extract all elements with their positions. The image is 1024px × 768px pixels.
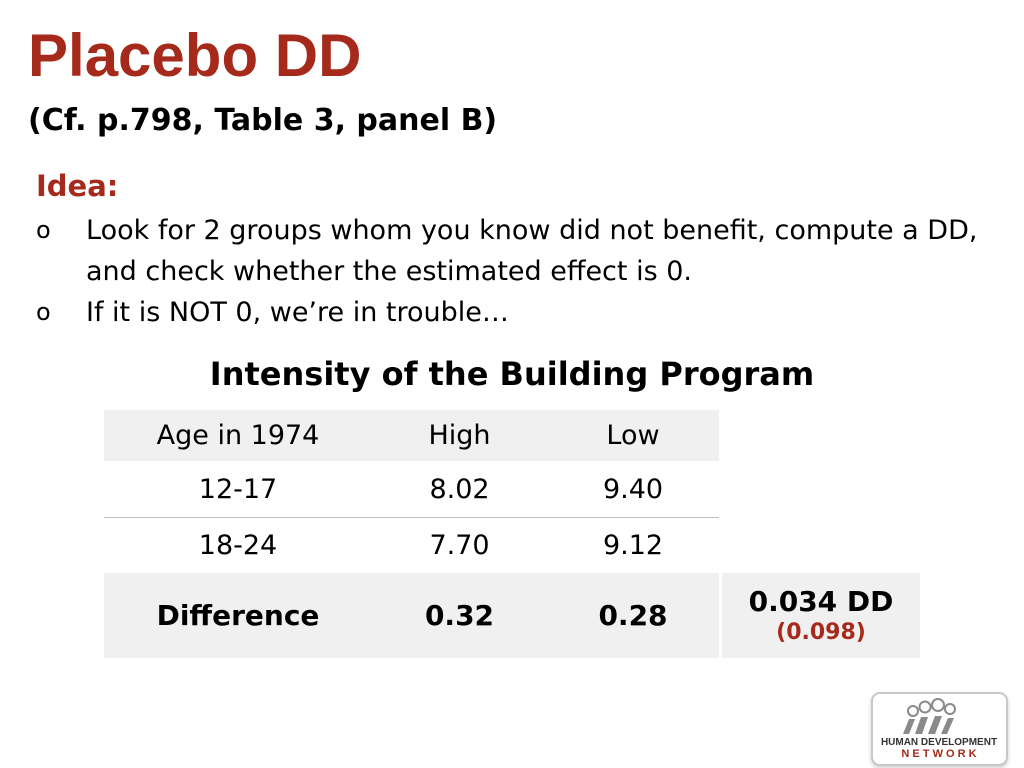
bullet-item: o If it is NOT 0, we’re in trouble… (36, 292, 996, 333)
table-cell: 9.12 (602, 530, 664, 561)
hdn-logo-icon: HUMAN DEVELOPMENT N E T W O R K (881, 698, 997, 760)
bullet-item: o Look for 2 groups whom you know did no… (36, 210, 996, 292)
logo-line2: N E T W O R K (901, 748, 976, 760)
dd-estimate-box: 0.034 DD (0.098) (722, 573, 920, 658)
dd-estimate: 0.034 DD (748, 584, 894, 618)
results-table: Age in 1974 High Low 12-17 8.02 9.40 18-… (104, 410, 719, 658)
logo-line1: HUMAN DEVELOPMENT (881, 737, 997, 748)
table-cell: 9.40 (602, 473, 664, 505)
bullet-marker: o (36, 216, 51, 244)
table-title: Intensity of the Building Program (209, 355, 815, 393)
table-cell: 7.70 (429, 530, 490, 561)
bullet-list: o Look for 2 groups whom you know did no… (36, 210, 996, 333)
slide-title: Placebo DD (28, 22, 362, 89)
idea-heading: Idea: (36, 169, 119, 203)
difference-label: Difference (156, 599, 320, 632)
table-cell: 12-17 (198, 473, 278, 505)
dd-standard-error: (0.098) (776, 619, 866, 645)
difference-row: Difference 0.32 0.28 (104, 573, 719, 658)
hdn-logo: HUMAN DEVELOPMENT N E T W O R K (871, 692, 1008, 766)
table-row: 18-24 7.70 9.12 (104, 518, 719, 573)
difference-high: 0.32 (424, 599, 495, 632)
difference-low: 0.28 (598, 599, 668, 632)
slide-subtitle: (Cf. p.798, Table 3, panel B) (28, 103, 498, 138)
header-cell-high: High (428, 420, 491, 451)
bullet-marker: o (36, 298, 51, 326)
table-row: 12-17 8.02 9.40 (104, 461, 719, 518)
table-cell: 18-24 (198, 530, 278, 561)
bullet-text: If it is NOT 0, we’re in trouble… (86, 297, 509, 328)
bullet-text: Look for 2 groups whom you know did not … (86, 215, 978, 287)
table-cell: 8.02 (429, 473, 490, 505)
header-cell-age: Age in 1974 (156, 420, 320, 451)
table-header-row: Age in 1974 High Low (104, 410, 719, 461)
header-cell-low: Low (606, 420, 660, 451)
